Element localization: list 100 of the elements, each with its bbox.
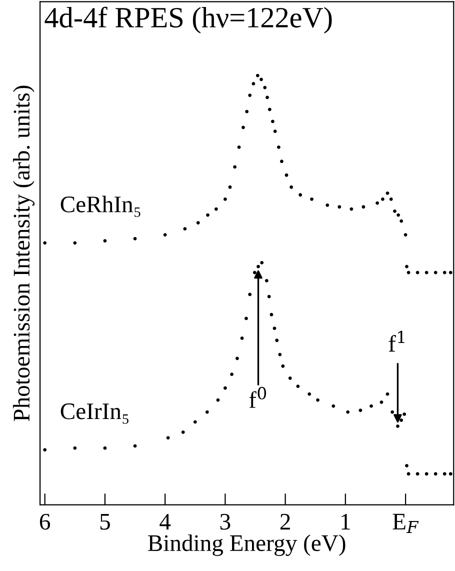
point [396,424,400,428]
point [296,384,300,388]
x-axis-title: Binding Energy (eV) [148,534,346,556]
point [424,472,428,476]
point [230,372,234,376]
x-tick-label: E$_{F}$ [392,514,419,534]
point [263,86,267,90]
point [405,264,408,268]
series-label: CeIrIn₅ [60,403,128,424]
point [290,185,294,189]
point [326,203,330,207]
point [196,221,200,224]
point [181,430,185,434]
x-tick-label: 6 [40,514,50,530]
point [223,386,227,390]
point [396,213,400,217]
point [380,400,384,404]
point [389,197,393,201]
point [442,472,446,476]
point [402,412,406,416]
annotation: f$^{1}$ [388,330,404,352]
point [434,472,438,476]
point [214,207,218,211]
point [260,260,264,264]
point [405,464,408,468]
point [266,96,269,100]
point [346,410,350,414]
point [228,185,232,189]
point [223,197,227,201]
point [406,472,410,476]
x-tick-label: 1 [342,514,350,530]
point [245,110,249,114]
point [434,270,438,274]
point [244,316,248,320]
point [256,74,260,78]
point [236,356,239,360]
point [248,292,252,296]
point [242,126,245,130]
point [310,197,314,201]
point [288,376,292,380]
point [277,146,280,149]
point [400,418,404,422]
x-tick-label: 4 [160,514,171,530]
point [278,352,282,356]
point [43,448,47,452]
point [316,398,320,402]
point [416,472,420,476]
x-tick-label: 3 [220,514,230,530]
point [183,227,187,230]
x-tick-label: 5 [100,514,110,530]
point [193,420,197,424]
point [386,191,390,195]
point [280,160,284,164]
point [298,193,302,197]
point [442,270,446,274]
point [362,205,366,209]
point [284,173,288,177]
point [163,233,167,236]
y-axis-title: Photoemission Intensity (arb. units) [13,86,34,422]
point [448,472,452,476]
point [252,270,256,274]
point [252,82,256,86]
point [268,108,272,112]
point [400,219,404,223]
point [237,146,241,149]
point [308,392,312,396]
x-tick-label: 2 [280,514,290,530]
point [267,294,271,298]
point [448,270,452,274]
point [43,241,47,245]
point [275,338,279,342]
point [376,201,379,205]
point [248,94,252,97]
point [393,209,396,213]
point [103,446,107,450]
point [272,326,276,330]
point [256,264,260,268]
point [281,364,285,368]
point [270,120,274,124]
point [103,239,107,242]
point [332,404,336,408]
point [240,336,244,340]
series-label: CeRhIn₅ [60,196,140,217]
point [404,233,408,236]
point [338,205,342,209]
chart-title: 4d-4f RPES (hν=122eV) [44,6,332,34]
point [233,165,237,169]
point [264,279,268,282]
point [73,446,77,450]
point [273,130,277,134]
point [381,197,384,201]
point [370,404,373,408]
point [206,213,210,217]
annotation: f$^{0}$ [249,386,266,408]
point [358,408,362,412]
point [270,312,274,316]
point [166,436,170,440]
point [260,78,263,82]
point [133,236,137,240]
point [205,410,209,414]
